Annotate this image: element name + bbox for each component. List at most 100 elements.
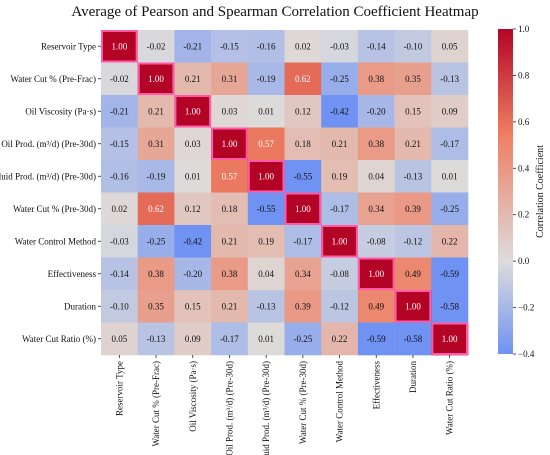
colorbar-gradient (498, 29, 513, 354)
colorbar-tick-label: 0.4 (518, 163, 530, 173)
cell-value-label: -0.08 (367, 236, 386, 246)
heatmap-cell (394, 95, 432, 128)
cell-value-label: 0.05 (111, 334, 127, 344)
cell-value-label: 0.34 (295, 269, 311, 279)
cell-value-label: -0.19 (147, 171, 166, 181)
column-tick-label: Reservoir Type (114, 361, 124, 416)
heatmap-cell (211, 290, 249, 323)
cell-value-label: -0.58 (404, 334, 423, 344)
cell-value-label: -0.03 (110, 236, 129, 246)
cell-value-label: -0.21 (110, 106, 129, 116)
cell-value-label: 0.38 (222, 269, 238, 279)
cell-value-label: -0.14 (367, 41, 386, 51)
cell-value-label: -0.14 (110, 269, 129, 279)
heatmap-cell (247, 192, 285, 226)
heatmap-cell (431, 192, 469, 226)
cell-value-label: 0.49 (405, 269, 421, 279)
cell-value-label: 0.31 (222, 74, 238, 84)
cell-value-label: 0.12 (295, 106, 311, 116)
column-tick-label: Fluid Prod. (m³/d) (Pre-30d) (261, 361, 271, 455)
cell-value-label: 1.00 (185, 106, 201, 116)
cell-value-label: 0.21 (332, 139, 348, 149)
heatmap-cell (431, 30, 469, 63)
heatmap-cell (101, 225, 138, 258)
heatmap-cell (357, 160, 395, 193)
heatmap-cell (211, 225, 249, 258)
column-tick-label: Duration (408, 361, 418, 393)
row-tick-label: Reservoir Type (41, 41, 96, 51)
heatmap-cell (431, 322, 469, 356)
cell-value-label: 0.21 (405, 139, 421, 149)
cell-value-label: 0.38 (368, 74, 384, 84)
heatmap-cell (174, 192, 212, 226)
cell-value-label: -0.15 (110, 139, 129, 149)
heatmap-cell (101, 127, 138, 161)
column-tick-label: Oil Prod. (m³/d) (Pre-30d) (224, 361, 234, 455)
row-tick-labels: Reservoir Type Water Cut % (Pre-Frac) Oil … (0, 41, 101, 344)
cell-value-label: 0.21 (222, 236, 238, 246)
heatmap-cell (284, 322, 322, 356)
diagonal-highlight (137, 62, 175, 95)
row-tick-label: Duration (64, 301, 96, 311)
heatmap-cell (394, 257, 432, 291)
heatmap-cell (357, 290, 395, 323)
heatmap-cell (431, 127, 469, 161)
colorbar-tick-label: 0.6 (518, 117, 530, 127)
cell-value-label: -0.08 (330, 269, 349, 279)
cell-value-label: -0.21 (183, 41, 202, 51)
cell-value-label: 1.00 (368, 269, 384, 279)
column-tick-label: Water Cut % (Pre-30d) (298, 361, 308, 444)
heatmap-cell (394, 322, 432, 356)
cell-value-label: 0.62 (295, 74, 311, 84)
heatmap-cell (174, 95, 212, 128)
diagonal-highlight (394, 290, 432, 323)
heatmap-cell (357, 322, 395, 356)
heatmap-cell (284, 160, 322, 193)
cell-value-label: 0.38 (148, 269, 164, 279)
cell-value-label: -0.13 (147, 334, 166, 344)
diagonal-highlight (431, 322, 468, 355)
cell-value-label: -0.17 (293, 236, 312, 246)
cell-value-label: 0.21 (148, 106, 164, 116)
cell-value-label: 0.15 (185, 301, 201, 311)
heatmap-cell (137, 95, 175, 128)
heatmap-cell (211, 257, 249, 291)
cell-value-label: 0.22 (332, 334, 348, 344)
cell-value-label: -0.10 (404, 41, 423, 51)
cell-value-label: 0.57 (222, 171, 238, 181)
heatmap-cell (247, 257, 285, 291)
cell-value-label: 0.34 (368, 204, 384, 214)
colorbar-tick-label: 0.0 (518, 256, 530, 266)
colorbar-tick-label: −0.4 (518, 349, 535, 359)
heatmap-cell (101, 95, 138, 128)
cell-value-label: -0.16 (110, 171, 129, 181)
diagonal-highlight (357, 257, 395, 290)
heatmap-cell (101, 62, 138, 96)
heatmap-cell (321, 30, 359, 63)
cell-value-label: 0.22 (442, 236, 458, 246)
cell-value-label: 0.03 (222, 106, 238, 116)
cell-value-label: -0.59 (367, 334, 386, 344)
heatmap-cell (394, 225, 432, 258)
heatmap-cell (394, 30, 432, 63)
cell-value-label: 1.00 (295, 204, 311, 214)
cell-value-label: 1.00 (258, 171, 274, 181)
heatmap-cell (174, 322, 212, 356)
column-tick-labels: Reservoir Type Water Cut % (Pre-Frac) Oil … (114, 355, 455, 455)
heatmap-cell (284, 30, 322, 63)
cell-value-label: -0.19 (257, 74, 276, 84)
cell-value-label: -0.17 (330, 204, 349, 214)
heatmap-cell (321, 225, 359, 258)
cell-value-label: 0.02 (111, 204, 127, 214)
cell-value-label: 0.15 (405, 106, 421, 116)
heatmap-cell (431, 95, 469, 128)
cell-value-label: 0.09 (442, 106, 458, 116)
heatmap-cell (394, 160, 432, 193)
heatmap-cell (431, 290, 469, 323)
heatmap-cell (284, 192, 322, 226)
heatmap-cell (321, 127, 359, 161)
cell-value-label: -0.25 (293, 334, 312, 344)
heatmap-cell (101, 192, 138, 226)
heatmap-cell (137, 30, 175, 63)
